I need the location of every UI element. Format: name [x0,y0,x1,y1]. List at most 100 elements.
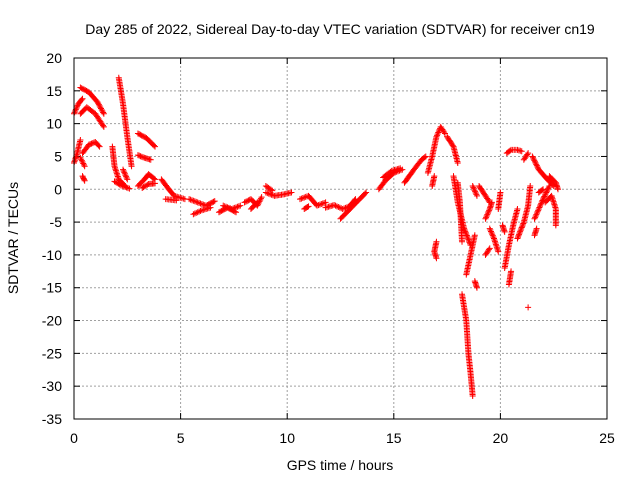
data-point [531,158,538,165]
data-point [267,191,274,198]
data-point [316,201,323,208]
data-point [397,165,404,172]
data-point [120,167,127,174]
data-point [541,193,548,200]
data-point [117,182,124,189]
data-point [533,162,540,169]
chart-title: Day 285 of 2022, Sidereal Day-to-day VTE… [85,21,595,37]
data-point [173,197,180,204]
data-point [524,151,531,158]
data-point [223,203,230,210]
data-point [314,202,321,209]
data-point [514,235,521,242]
data-point [534,163,541,170]
data-point [116,181,123,188]
data-point [508,268,515,275]
data-point [339,205,346,212]
data-point [489,232,496,239]
data-point [267,186,274,193]
data-point [152,180,159,187]
data-point [531,157,538,164]
data-point [296,196,303,203]
plot-frame [73,57,608,420]
data-point [81,163,88,170]
data-point [81,176,88,183]
data-point [544,186,551,193]
data-point [387,168,394,175]
data-point [99,122,106,129]
data-point [541,192,548,199]
data-point [341,205,348,212]
data-point [121,170,128,177]
data-point [122,183,129,190]
data-point [434,132,441,139]
data-point [193,209,200,216]
data-point [190,197,197,204]
data-point [331,202,338,209]
data-point [422,153,429,160]
data-point [78,96,85,103]
x-tick-label: 0 [70,430,78,446]
data-point [100,110,107,117]
data-point [517,228,524,235]
data-point [186,196,193,203]
data-point [486,207,493,214]
data-point [519,221,526,228]
data-point [74,103,81,110]
data-point [535,205,542,212]
y-axis-label: SDTVAR / TECUs [5,182,21,294]
data-point [516,231,523,238]
data-point [194,199,201,206]
data-point [546,182,553,189]
data-point [241,199,248,206]
data-point [120,183,127,190]
data-point [525,304,532,311]
data-point [79,159,86,166]
data-point [262,189,269,196]
data-point [264,190,271,197]
data-point [123,173,130,180]
data-point [473,284,480,291]
data-point [515,232,522,239]
data-point [441,130,448,137]
y-tick-label: 10 [46,116,62,132]
data-point [525,150,532,157]
data-point [472,190,479,197]
data-point [530,156,537,163]
data-points [71,74,561,400]
x-tick-label: 5 [177,430,185,446]
data-point [514,234,521,241]
y-tick-label: -25 [42,345,62,361]
data-point [532,212,539,219]
data-point [299,195,306,202]
data-point [497,189,504,196]
data-point [97,104,104,111]
data-point [126,185,133,192]
data-point [470,185,477,192]
data-point [501,228,508,235]
data-point [520,220,527,227]
data-point [543,189,550,196]
data-point [196,199,203,206]
data-point [533,211,540,218]
data-point [254,199,261,206]
data-point [463,232,470,239]
data-point [321,199,328,206]
data-point [194,209,201,216]
data-point [187,196,194,203]
data-point [207,204,214,211]
data-point [221,203,228,210]
y-tick-label: -20 [42,313,62,329]
data-point [95,100,102,107]
data-point [462,228,469,235]
data-point [487,228,494,235]
data-point [470,184,477,191]
data-point [121,169,128,176]
data-point [257,195,264,202]
data-point [449,142,456,149]
y-tick-label: 5 [54,148,62,164]
x-axis-label: GPS time / hours [287,457,394,473]
data-point [545,184,552,191]
data-point [485,198,492,205]
data-point [335,203,342,210]
